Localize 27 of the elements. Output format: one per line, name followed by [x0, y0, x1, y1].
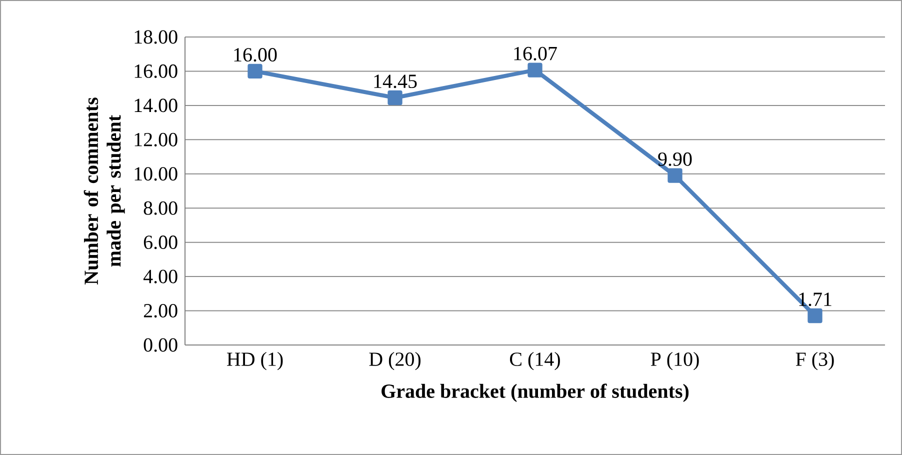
x-axis-title: Grade bracket (number of students): [382, 384, 689, 402]
data-label: 14.45: [374, 74, 417, 88]
data-label: 1.71: [799, 292, 832, 306]
x-tick-label: P (10): [650, 352, 699, 370]
data-label: 9.90: [658, 152, 692, 166]
point: [668, 168, 682, 183]
x-tick-label: C (14): [510, 352, 560, 370]
x-tick-label: HD (1): [226, 352, 283, 370]
y-tick-label: 10.00: [134, 167, 178, 181]
y-tick-label: 14.00: [134, 98, 178, 112]
x-tick-label: F (3): [796, 352, 834, 370]
y-tick-label: 18.00: [134, 30, 178, 44]
point: [388, 90, 402, 106]
y-tick-label: 0.00: [144, 338, 178, 352]
x-tick-label: D (20): [369, 352, 420, 370]
point: [808, 308, 822, 324]
data-label: 16.00: [234, 48, 277, 62]
y-tick-label: 2.00: [144, 304, 178, 318]
y-tick-label: 16.00: [134, 64, 178, 78]
y-tick-label: 4.00: [143, 270, 178, 284]
point: [248, 64, 262, 79]
y-tick-label: 12.00: [134, 132, 178, 146]
y-tick-label: 8.00: [144, 201, 178, 215]
y-axis-title: Number of comments made per student: [84, 98, 125, 284]
point: [528, 62, 542, 78]
y-tick-label: 6.00: [144, 236, 178, 250]
data-label: 16.07: [514, 46, 557, 60]
